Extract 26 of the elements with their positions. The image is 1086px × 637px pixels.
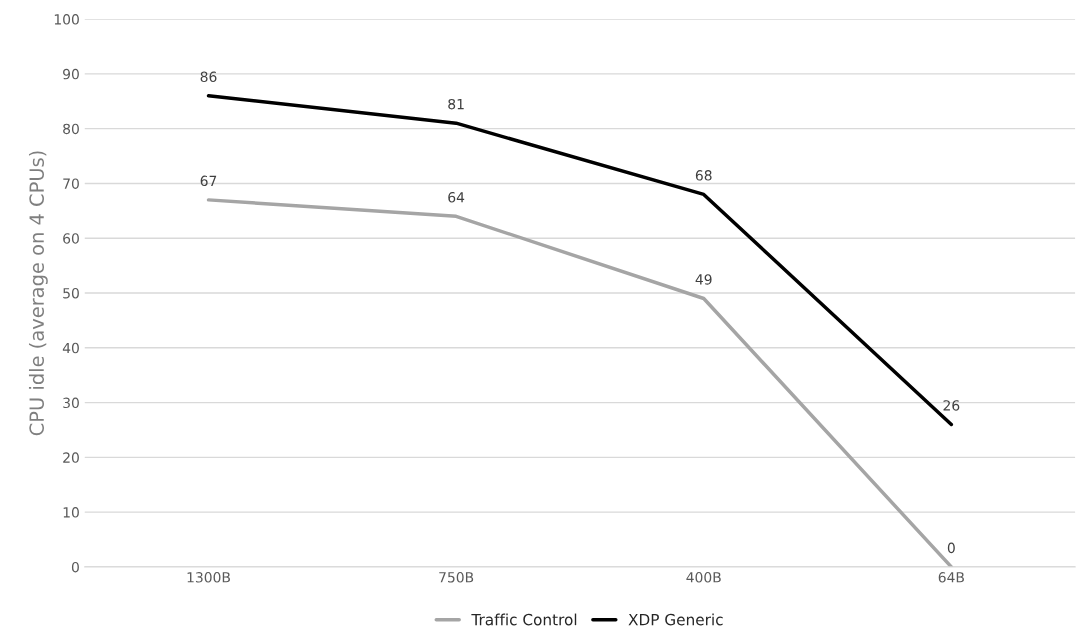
y-tick-label: 10	[63, 507, 79, 518]
legend-label: Traffic Control	[471, 613, 577, 626]
data-label: 0	[947, 542, 955, 554]
data-label: 67	[200, 175, 217, 187]
data-label: 86	[200, 71, 217, 82]
y-tick-label: 30	[63, 397, 79, 409]
y-tick-label: 50	[63, 287, 79, 299]
y-tick-label: 80	[63, 123, 79, 135]
x-tick-label: 64B	[938, 572, 964, 583]
y-tick-label: 40	[62, 342, 79, 354]
data-label: 64	[448, 192, 465, 203]
y-tick-label: 60	[63, 233, 79, 244]
y-tick-label: 100	[54, 14, 79, 25]
legend-label: XDP Generic	[628, 613, 723, 626]
y-axis-title: CPU idle (average on 4 CPUs)	[28, 151, 48, 436]
y-tick-label: 70	[63, 178, 79, 189]
x-tick-label: 400B	[686, 572, 721, 583]
data-label: 26	[943, 400, 960, 411]
x-tick-label: 1300B	[187, 572, 230, 583]
y-tick-label: 0	[71, 561, 79, 573]
data-label: 68	[695, 170, 712, 181]
y-tick-label: 20	[63, 452, 79, 463]
x-tick-label: 750B	[439, 572, 474, 583]
data-label: 81	[448, 98, 464, 110]
y-tick-label: 90	[63, 68, 79, 80]
data-label: 49	[695, 274, 712, 285]
